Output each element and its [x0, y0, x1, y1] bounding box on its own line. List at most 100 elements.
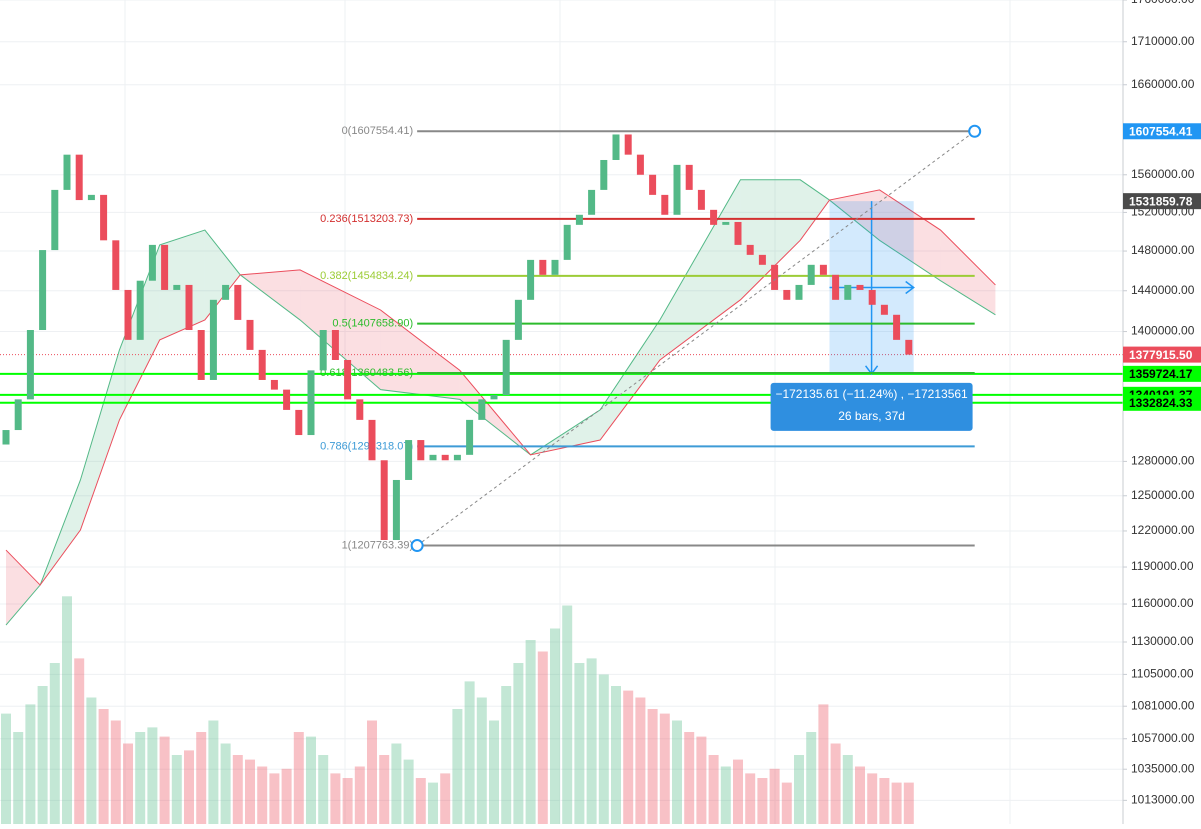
volume-bar — [879, 778, 890, 824]
candle — [112, 240, 120, 290]
volume-bar — [891, 782, 902, 824]
candle — [588, 189, 596, 215]
candle — [612, 134, 620, 160]
price-label-box — [1123, 394, 1201, 411]
volume-bar — [745, 773, 756, 824]
candle — [100, 194, 108, 241]
candle — [222, 284, 230, 300]
y-tick-label: 1440000.00 — [1131, 283, 1195, 297]
volume-bar — [562, 605, 573, 824]
volume-bar — [159, 736, 170, 824]
volume-bar — [757, 778, 768, 824]
candle — [344, 359, 352, 400]
volume-bar — [330, 773, 341, 824]
volume-bar — [867, 773, 878, 824]
candle — [636, 154, 644, 175]
volume-bar — [428, 782, 438, 824]
candle — [136, 280, 144, 340]
candle — [258, 349, 266, 380]
candle — [209, 299, 217, 380]
price-label-box — [1123, 346, 1201, 363]
trend-handle — [968, 124, 982, 138]
volume-bar — [647, 709, 658, 824]
y-tick-label: 1057000.00 — [1131, 731, 1195, 745]
volume-bar — [708, 755, 719, 824]
candle — [307, 370, 315, 436]
candle — [905, 339, 913, 355]
y-tick-label: 1220000.00 — [1131, 523, 1195, 537]
volume-bar — [489, 720, 499, 824]
volume-bar — [806, 732, 817, 824]
y-tick-label: 1710000.00 — [1131, 34, 1195, 48]
volume-bar — [37, 686, 48, 824]
candle — [429, 454, 437, 461]
candle — [234, 284, 242, 320]
candle — [490, 395, 498, 400]
candle — [441, 454, 449, 461]
candle — [685, 164, 693, 190]
volume-bar — [110, 720, 121, 824]
volume-bar — [903, 782, 914, 824]
cloud-fill — [829, 189, 880, 241]
y-tick-label: 1660000.00 — [1131, 77, 1195, 91]
cloud-fill — [159, 230, 205, 340]
candle — [295, 409, 303, 436]
volume-bar — [281, 768, 292, 824]
volume-bar — [830, 743, 841, 824]
volume-bar — [720, 766, 731, 824]
volume-bar — [74, 658, 85, 824]
volume-bar — [684, 732, 695, 824]
y-tick-label: 1250000.00 — [1131, 488, 1195, 502]
volume-bar — [342, 778, 353, 824]
candle — [856, 284, 864, 290]
candle — [417, 440, 425, 461]
volume-bar — [842, 755, 853, 824]
cloud-fill — [204, 230, 241, 320]
candle — [478, 399, 486, 420]
volume-bar — [635, 697, 646, 824]
volume-bar — [513, 663, 524, 824]
volume-bar — [98, 709, 109, 824]
volume-bar — [354, 766, 365, 824]
volume-bar — [62, 596, 72, 824]
volume-bar — [379, 755, 390, 824]
candle — [771, 264, 779, 290]
candle — [697, 189, 705, 210]
measure-label: −172135.61 (−11.24%) , −17213561 — [775, 387, 968, 401]
candle — [734, 221, 742, 245]
candle — [673, 164, 681, 215]
candle — [75, 154, 83, 201]
price-label: 1359724.17 — [1129, 367, 1193, 381]
volume-bar — [501, 686, 512, 824]
price-label-box — [1123, 193, 1201, 210]
fib-label: 0.786(1293318.07) — [320, 440, 413, 452]
volume-bar — [415, 778, 426, 824]
cloud-line — [5, 189, 996, 586]
candle — [783, 289, 791, 300]
volume-bar — [586, 658, 597, 824]
volume-bar — [452, 709, 463, 824]
price-label: 1332824.33 — [1129, 396, 1193, 410]
fib-label: 0.236(1513203.73) — [320, 213, 413, 225]
grid — [0, 0, 1123, 824]
volume-bar — [855, 766, 865, 824]
candle — [551, 259, 559, 275]
candle — [807, 264, 815, 285]
y-tick-label: 1280000.00 — [1131, 454, 1195, 468]
volume-bar — [220, 743, 231, 824]
price-axis: 1760000.00 1710000.00 1660000.00 1560000.00… — [1123, 0, 1201, 807]
volume-bar — [611, 686, 621, 824]
candle — [893, 314, 901, 340]
volume-bar — [135, 732, 146, 824]
candle — [173, 284, 181, 290]
candle — [63, 154, 71, 190]
candle — [2, 430, 10, 445]
candle — [331, 330, 339, 360]
plot: 0(1607554.41) 0.236(1513203.73) 0.382(1454… — [0, 124, 1123, 824]
cloud-fill — [240, 269, 301, 320]
volume-bar — [476, 697, 487, 824]
y-tick-label: 1081000.00 — [1131, 698, 1195, 712]
